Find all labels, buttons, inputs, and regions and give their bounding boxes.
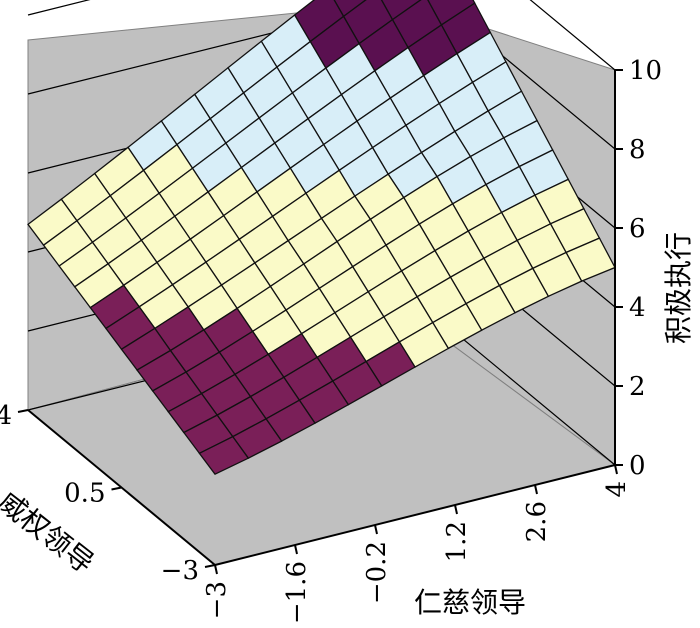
z-tick-label: 6 bbox=[629, 214, 646, 244]
surface-cell bbox=[198, 435, 250, 475]
surface-mesh bbox=[27, 0, 616, 475]
x-tick bbox=[534, 484, 538, 495]
z-gridline bbox=[27, 0, 616, 150]
x-tick bbox=[294, 544, 298, 555]
z-tick-label: 2 bbox=[629, 372, 646, 402]
x-tick-label: 1.2 bbox=[442, 521, 472, 562]
z-gridline bbox=[27, 0, 616, 71]
y-tick bbox=[204, 564, 216, 568]
y-tick-label: −3 bbox=[161, 556, 199, 586]
z-tick-label: 0 bbox=[629, 451, 646, 481]
z-tick-label: 10 bbox=[629, 56, 662, 86]
x-tick-label: −0.2 bbox=[362, 541, 392, 604]
y-tick-label: 0.5 bbox=[64, 479, 105, 509]
x-tick-label: −3 bbox=[202, 581, 232, 619]
y-tick-label: 4 bbox=[0, 401, 12, 431]
tick-labels: 0 2 4 6 8 10 −3 −1.6 −0.2 1.2 2.6 4 −3 0.5 4 bbox=[0, 56, 662, 624]
x-tick-label: 4 bbox=[602, 481, 632, 498]
x-tick-label: −1.6 bbox=[282, 561, 312, 624]
x-tick bbox=[374, 524, 378, 535]
x-tick-label: 2.6 bbox=[522, 501, 552, 542]
x-axis-line bbox=[214, 464, 616, 566]
z-tick-label: 4 bbox=[629, 293, 646, 323]
x-tick bbox=[454, 504, 458, 515]
y-tick bbox=[17, 409, 29, 413]
x-tick bbox=[614, 464, 618, 475]
surface-cell bbox=[333, 0, 367, 18]
x-tick bbox=[214, 564, 218, 575]
z-axis-title: 积极执行 bbox=[662, 232, 695, 344]
x-axis-title: 仁慈领导 bbox=[414, 586, 526, 619]
z-tick-label: 8 bbox=[629, 135, 646, 165]
y-tick bbox=[111, 486, 122, 491]
